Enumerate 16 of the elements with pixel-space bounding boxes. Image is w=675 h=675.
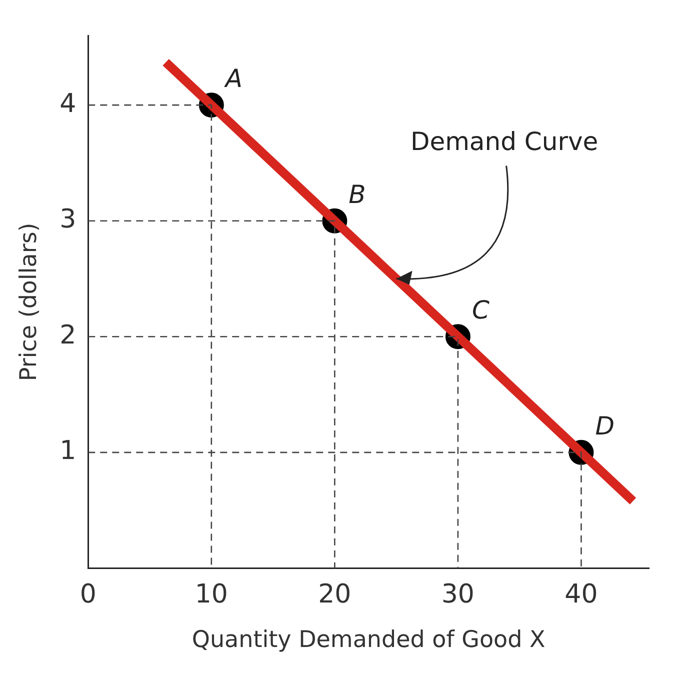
y-axis-title: Price (dollars) <box>16 222 42 382</box>
x-tick-label: 20 <box>318 580 352 610</box>
y-tick-label: 1 <box>60 436 76 466</box>
x-tick-label: 0 <box>80 580 96 610</box>
y-tick-label: 4 <box>60 88 76 119</box>
y-tick-label: 3 <box>60 204 76 235</box>
x-axis-title: Quantity Demanded of Good X <box>192 627 546 654</box>
x-tick-label: 10 <box>194 580 228 610</box>
data-label: C <box>472 296 490 325</box>
data-label: A <box>223 64 243 94</box>
x-tick-label: 30 <box>441 580 474 610</box>
annotation: Demand Curve <box>410 127 598 156</box>
data-label: D <box>595 411 614 440</box>
y-tick-label: 2 <box>60 320 76 350</box>
data-label: B <box>348 180 366 209</box>
x-tick-label: 40 <box>564 580 598 610</box>
